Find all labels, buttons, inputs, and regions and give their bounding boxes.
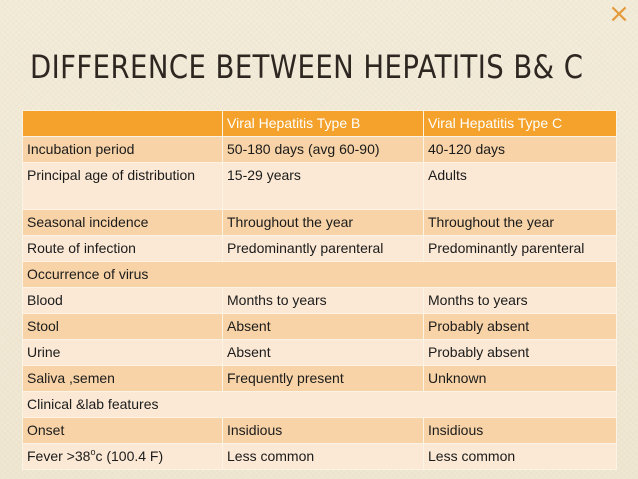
type-b-cell: Absent (222, 313, 424, 340)
section-label: Clinical &lab features (22, 391, 617, 418)
table-row: Stool Absent Probably absent (22, 313, 617, 340)
row-label: Principal age of distribution (22, 162, 223, 210)
table-row: Incubation period 50-180 days (avg 60-90… (22, 136, 617, 163)
type-c-cell: Insidious (423, 417, 617, 444)
type-b-cell: Throughout the year (222, 209, 424, 236)
type-c-cell: Throughout the year (423, 209, 617, 236)
type-c-cell: Adults (423, 162, 617, 210)
type-c-cell: Unknown (423, 365, 617, 392)
type-b-cell: Predominantly parenteral (222, 235, 424, 262)
table-row: Urine Absent Probably absent (22, 339, 617, 366)
type-c-cell: 40-120 days (423, 136, 617, 163)
type-c-cell: Probably absent (423, 339, 617, 366)
type-b-cell: 50-180 days (avg 60-90) (222, 136, 424, 163)
fever-label-post: c (100.4 F) (95, 448, 164, 464)
type-c-cell: Predominantly parenteral (423, 235, 617, 262)
type-b-cell: Insidious (222, 417, 424, 444)
type-b-cell: Less common (222, 443, 424, 470)
type-c-cell: Less common (423, 443, 617, 470)
header-type-c: Viral Hepatitis Type C (423, 110, 617, 137)
row-label: Onset (22, 417, 223, 444)
section-row-clinical: Clinical &lab features (22, 391, 617, 418)
comparison-table: Viral Hepatitis Type B Viral Hepatitis T… (22, 110, 617, 470)
row-label: Fever >38oc (100.4 F) (22, 443, 223, 470)
table-header-row: Viral Hepatitis Type B Viral Hepatitis T… (22, 110, 617, 137)
table-row: Seasonal incidence Throughout the year T… (22, 209, 617, 236)
section-label: Occurrence of virus (22, 261, 617, 288)
row-label: Stool (22, 313, 223, 340)
type-b-cell: 15-29 years (222, 162, 424, 210)
type-b-cell: Absent (222, 339, 424, 366)
degree-superscript: o (90, 447, 96, 457)
type-b-cell: Months to years (222, 287, 424, 314)
table-row: Principal age of distribution 15-29 year… (22, 162, 617, 210)
header-blank-cell (22, 110, 223, 137)
type-b-cell: Frequently present (222, 365, 424, 392)
table-row: Saliva ,semen Frequently present Unknown (22, 365, 617, 392)
type-c-cell: Months to years (423, 287, 617, 314)
section-row-occurrence: Occurrence of virus (22, 261, 617, 288)
table-row-fever: Fever >38oc (100.4 F) Less common Less c… (22, 443, 617, 470)
row-label: Blood (22, 287, 223, 314)
row-label: Incubation period (22, 136, 223, 163)
row-label: Seasonal incidence (22, 209, 223, 236)
slide-title: DIFFERENCE BETWEEN HEPATITIS B& C (30, 48, 584, 86)
table-row: Onset Insidious Insidious (22, 417, 617, 444)
row-label: Saliva ,semen (22, 365, 223, 392)
close-icon: × (608, 0, 630, 29)
table-row: Route of infection Predominantly parente… (22, 235, 617, 262)
type-c-cell: Probably absent (423, 313, 617, 340)
row-label: Urine (22, 339, 223, 366)
table-row: Blood Months to years Months to years (22, 287, 617, 314)
header-type-b: Viral Hepatitis Type B (222, 110, 424, 137)
fever-label-pre: Fever >38 (27, 448, 91, 464)
row-label: Route of infection (22, 235, 223, 262)
